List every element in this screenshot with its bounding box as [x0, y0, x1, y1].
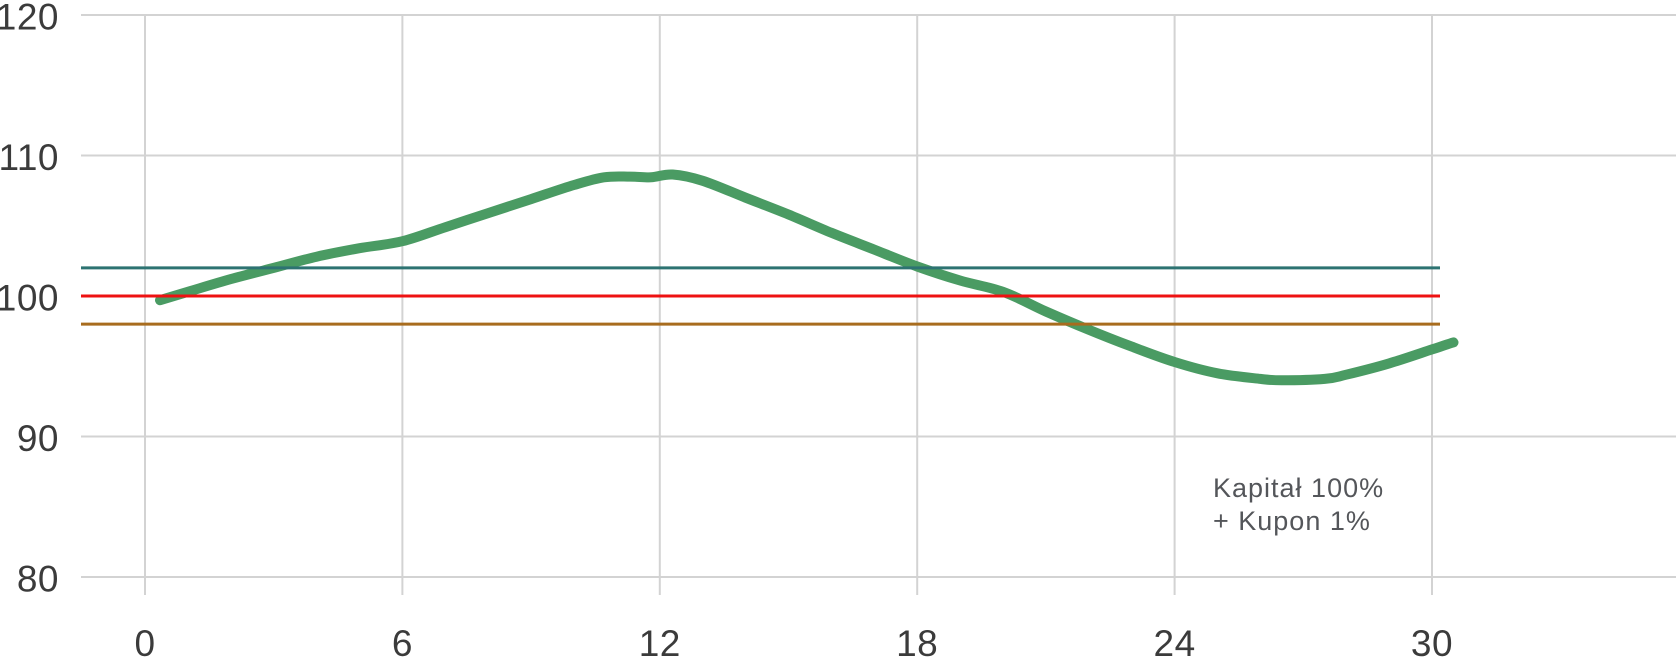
annotation-line-1: Kapitał 100%	[1213, 473, 1385, 503]
x-tick-label-6: 6	[392, 623, 413, 659]
x-tick-label-0: 0	[134, 623, 155, 659]
y-tick-label-80: 80	[17, 559, 59, 600]
x-tick-label-30: 30	[1411, 623, 1453, 659]
annotation-line-2: + Kupon 1%	[1213, 506, 1371, 536]
y-tick-label-90: 90	[17, 418, 59, 459]
y-tick-label-120: 120	[0, 0, 59, 38]
product-value-curve	[155, 169, 1459, 386]
x-tick-label-12: 12	[639, 623, 681, 659]
y-tick-label-110: 110	[0, 137, 59, 178]
x-tick-label-24: 24	[1154, 623, 1196, 659]
y-tick-label-100: 100	[0, 278, 59, 319]
chart-annotation: Kapitał 100% + Kupon 1%	[1213, 472, 1384, 538]
x-tick-label-18: 18	[896, 623, 938, 659]
